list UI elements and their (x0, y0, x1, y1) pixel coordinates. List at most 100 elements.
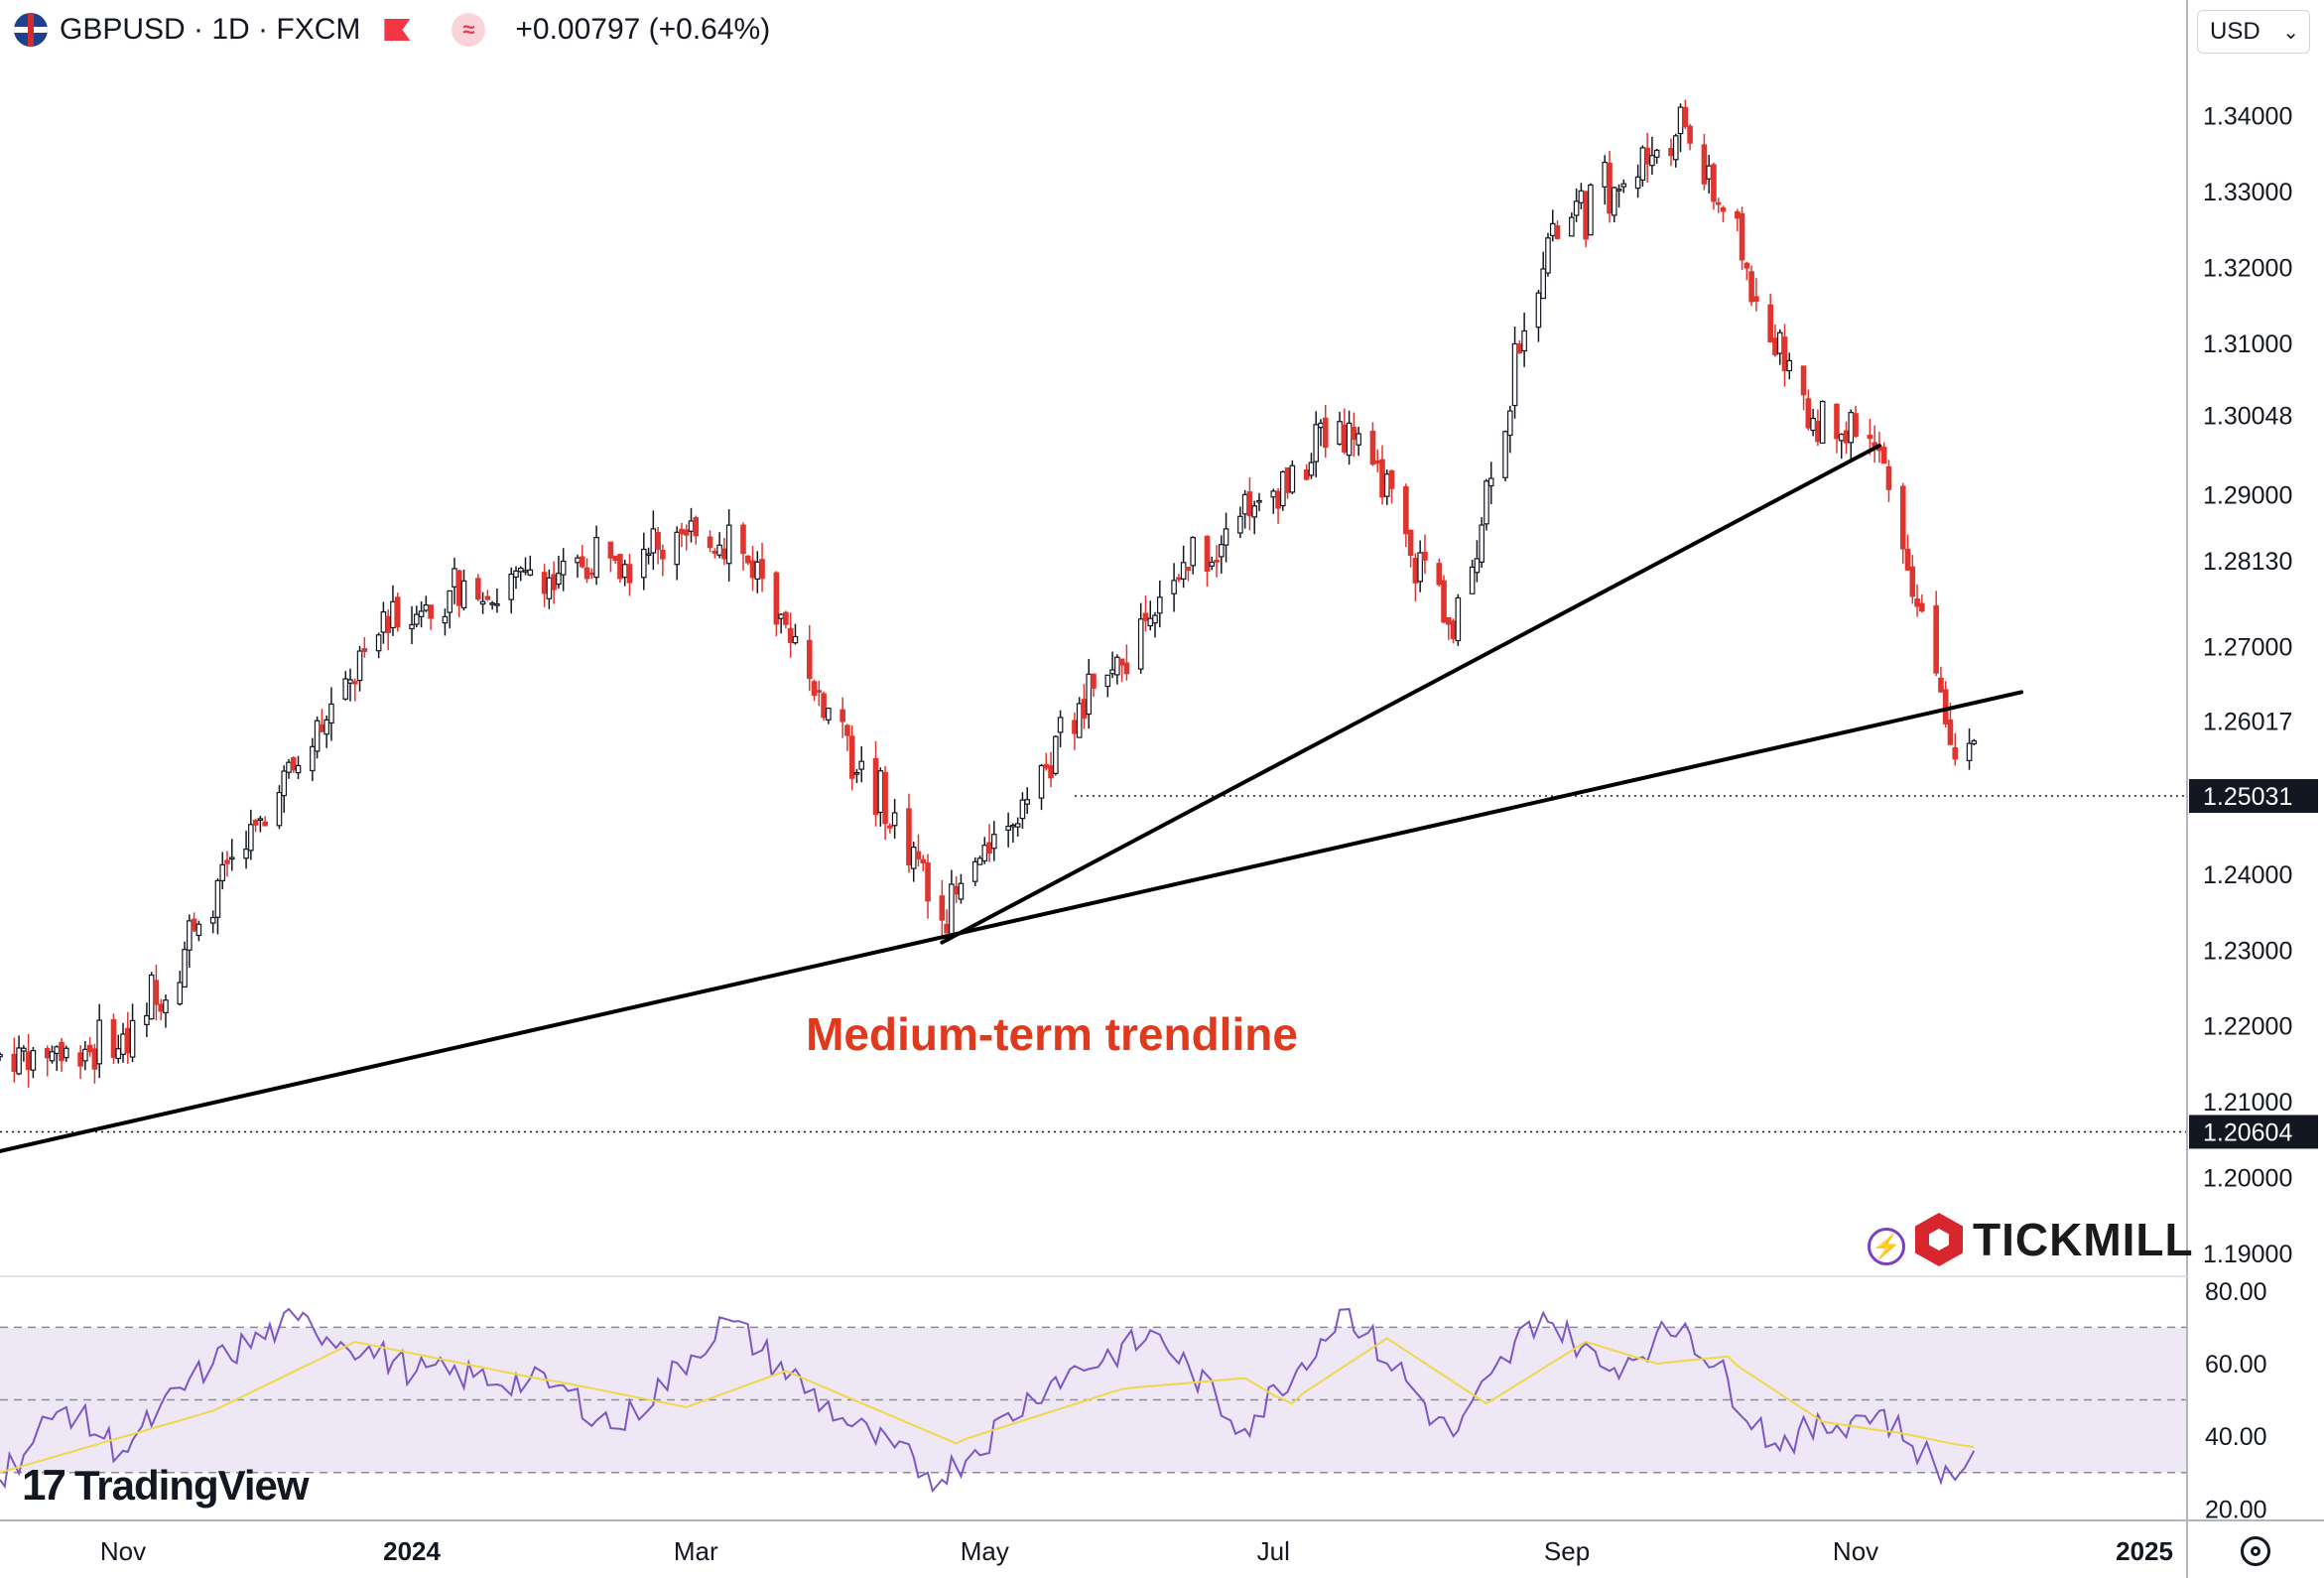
candle-body (1867, 435, 1873, 440)
candle-body (1407, 529, 1414, 557)
candle-body (1318, 422, 1324, 429)
candle-body (1748, 271, 1754, 303)
candle-body (1441, 580, 1447, 623)
candle-body (314, 720, 321, 752)
candle-body (949, 883, 955, 937)
candle-body (1971, 739, 1978, 744)
candle-body (290, 757, 297, 771)
candles[interactable] (0, 99, 1978, 1089)
candle-body (129, 1019, 136, 1058)
candle-body (1014, 823, 1021, 828)
trendlines[interactable] (0, 443, 2024, 1153)
candle-body (826, 707, 832, 721)
candle-body (716, 544, 722, 556)
candle-body (455, 570, 462, 606)
candle-body (1711, 164, 1717, 202)
candle-body (976, 857, 983, 865)
candle-body (110, 1018, 117, 1058)
candle-body (252, 819, 259, 826)
candle-body (1455, 596, 1462, 642)
candle-body (44, 1048, 51, 1059)
candle-body (1147, 617, 1154, 627)
candle-body (1942, 689, 1949, 724)
candle-body (1076, 703, 1083, 738)
candle-body (754, 561, 761, 581)
rsi-line (0, 1307, 1976, 1494)
candle-body (54, 1046, 61, 1055)
price-tick-label: 1.27000 (2203, 634, 2292, 662)
candle-body (920, 858, 927, 864)
candle-body (319, 723, 325, 732)
candle-body (939, 895, 946, 921)
candle-body (887, 825, 893, 829)
candle-body (1583, 191, 1589, 240)
candle-body (1313, 424, 1320, 462)
chevron-down-icon: ⌄ (2282, 21, 2299, 44)
time-tick-label: 2025 (2116, 1536, 2173, 1566)
candle-body (182, 949, 188, 988)
time-axis[interactable]: Nov 2024 Mar May Jul Sep Nov 2025 (100, 1536, 2173, 1566)
price-label-box (2189, 1115, 2318, 1149)
candle-body (1516, 343, 1523, 353)
candle-body (1639, 147, 1646, 181)
price-tick-label: 1.29000 (2203, 482, 2292, 510)
candle-body (986, 842, 992, 855)
candle-body (556, 573, 562, 586)
candle-body (91, 1048, 98, 1070)
candle-body (1573, 200, 1580, 216)
symbol-title: GBPUSD · 1D · FXCM (60, 13, 361, 46)
candle-body (1383, 473, 1390, 497)
candle-body (1237, 515, 1243, 534)
candle-body (1672, 135, 1679, 161)
wave-icon[interactable]: ≈ (452, 13, 486, 47)
rsi-band (0, 1327, 2187, 1473)
candle-body (1848, 412, 1855, 444)
candle-body (1270, 490, 1277, 498)
candle-body (1487, 477, 1494, 487)
candle-body (1800, 365, 1807, 396)
candle-body (1706, 165, 1712, 180)
candle-body (494, 602, 500, 606)
candle-body (1156, 596, 1163, 614)
candle-body (11, 1053, 18, 1073)
candle-body (640, 548, 647, 579)
candle-body (177, 982, 184, 1005)
price-tick-label: 1.23000 (2203, 937, 2292, 965)
candle-body (1024, 799, 1031, 805)
price-label: 1.20604 (2203, 1118, 2292, 1146)
candle-body (248, 824, 254, 852)
candle-body (513, 570, 519, 579)
candle-body (1904, 548, 1911, 571)
candle-body (1909, 566, 1916, 597)
currency-select[interactable]: USD ⌄ (2197, 10, 2310, 54)
symbol-header[interactable]: GBPUSD · 1D · FXCM ≈ +0.00797 (+0.64%) (14, 8, 770, 52)
candle-body (25, 1051, 32, 1071)
gear-icon[interactable] (2241, 1536, 2270, 1566)
candle-body (418, 610, 425, 617)
candle-body (16, 1047, 22, 1075)
candle-body (257, 818, 264, 822)
candle-body (1611, 187, 1617, 216)
candle-body (1190, 537, 1196, 567)
candle-body (452, 568, 457, 588)
tradingview-logo[interactable]: 17 TradingView (22, 1461, 310, 1511)
candle-body (1057, 717, 1064, 733)
candle-body (1720, 206, 1727, 212)
annotation-medium-term-trendline[interactable]: Medium-term trendline (806, 1008, 1298, 1060)
price-axis[interactable]: 1.19000 1.20000 1.21000 1.22000 1.23000 1.240… (2203, 102, 2292, 1268)
candle-body (394, 596, 401, 628)
candle-body (588, 572, 595, 576)
candle-body (906, 808, 912, 866)
candle-body (1219, 544, 1225, 558)
candle-body (428, 604, 434, 619)
candle-body (77, 1052, 83, 1067)
candle-body (683, 529, 690, 536)
candle-body (971, 860, 978, 882)
candle-body (844, 724, 850, 736)
candle-body (858, 760, 865, 770)
rsi-tick-label: 60.00 (2205, 1351, 2267, 1379)
red-flag-icon[interactable] (384, 19, 411, 41)
candle-body (1109, 669, 1115, 675)
candle-body (1280, 470, 1286, 507)
